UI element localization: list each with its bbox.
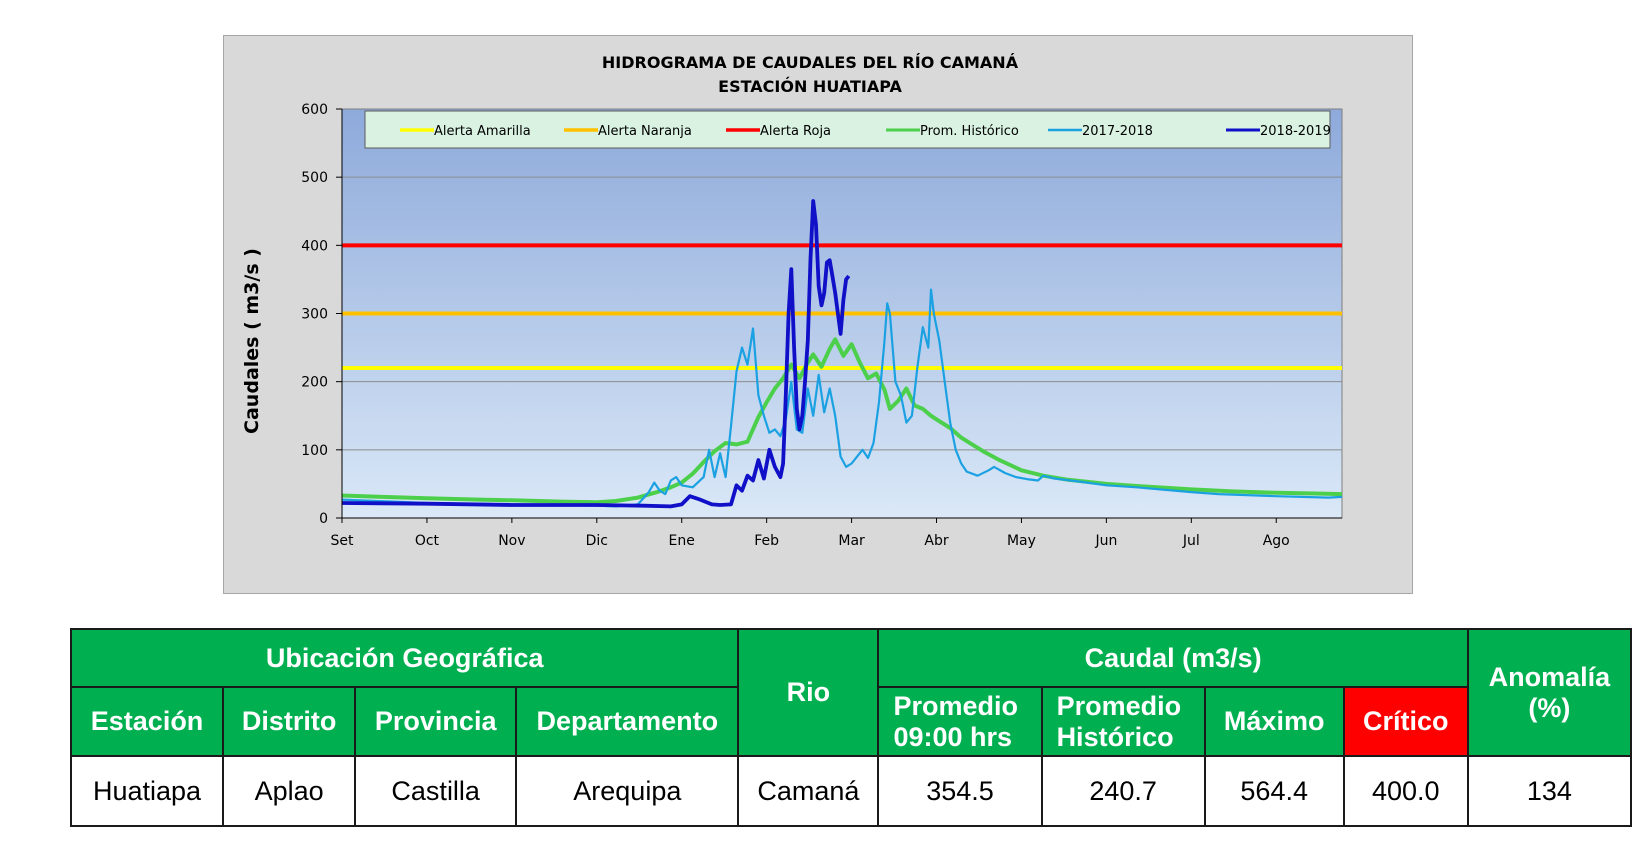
col-historico: Promedio Histórico bbox=[1040, 686, 1206, 757]
cell-anomalia: 134 bbox=[1466, 755, 1633, 827]
col-promedio-line1: Promedio bbox=[893, 690, 1018, 721]
col-promedio-line2: 09:00 hrs bbox=[893, 721, 1013, 752]
chart-title-line1: HIDROGRAMA DE CAUDALES DEL RÍO CAMANÁ bbox=[602, 53, 1019, 72]
y-tick-label: 400 bbox=[301, 238, 328, 254]
ubicacion-header: Ubicación Geográfica bbox=[69, 628, 740, 688]
legend-label: 2017-2018 bbox=[1082, 124, 1153, 139]
y-tick-label: 300 bbox=[301, 307, 328, 323]
y-tick-label: 500 bbox=[301, 170, 328, 186]
rio-header: Rio bbox=[737, 628, 880, 757]
chart-panel: HIDROGRAMA DE CAUDALES DEL RÍO CAMANÁ ES… bbox=[223, 35, 1413, 594]
x-tick-label: Nov bbox=[498, 533, 525, 549]
caudal-header: Caudal (m3/s) bbox=[877, 628, 1469, 688]
cell-estacion: Huatiapa bbox=[69, 755, 225, 827]
col-distrito: Distrito bbox=[222, 686, 357, 757]
legend-label: Prom. Histórico bbox=[920, 124, 1019, 139]
x-tick-label: Mar bbox=[838, 533, 865, 549]
col-historico-line2: Histórico bbox=[1056, 721, 1174, 752]
serie-2018-2019-line bbox=[341, 199, 851, 509]
legend-label: 2018-2019 bbox=[1260, 124, 1331, 139]
col-promedio: Promedio 09:00 hrs bbox=[877, 686, 1043, 757]
anomalia-header: Anomalía (%) bbox=[1466, 628, 1633, 757]
legend: Alerta Amarilla Alerta Naranja Alerta Roja… bbox=[364, 110, 1331, 149]
y-axis-label: Caudales ( m3/s ) bbox=[241, 248, 263, 434]
y-tick-label: 200 bbox=[301, 375, 328, 391]
data-series bbox=[341, 199, 1343, 509]
x-tick-label: Abr bbox=[924, 533, 948, 549]
x-tick-label: Oct bbox=[415, 533, 440, 549]
cell-maximo: 564.4 bbox=[1203, 755, 1345, 827]
col-historico-line1: Promedio bbox=[1056, 690, 1182, 721]
y-tick-label: 600 bbox=[301, 102, 328, 118]
hydrograph-chart: HIDROGRAMA DE CAUDALES DEL RÍO CAMANÁ ES… bbox=[241, 53, 1343, 549]
x-tick-label: Feb bbox=[754, 533, 779, 549]
legend-label: Alerta Amarilla bbox=[434, 124, 531, 139]
col-provincia: Provincia bbox=[354, 686, 518, 757]
y-tick-label: 100 bbox=[301, 443, 328, 459]
x-tick-label: Dic bbox=[586, 533, 608, 549]
legend-label: Alerta Naranja bbox=[598, 124, 692, 139]
col-maximo: Máximo bbox=[1203, 686, 1345, 757]
col-estacion: Estación bbox=[69, 686, 225, 757]
axes: 0 100 200 300 400 500 600 Set Oct Nov Dic Ene Feb Mar… bbox=[301, 102, 1342, 549]
x-tick-label: Ene bbox=[669, 533, 695, 549]
cell-provincia: Castilla bbox=[354, 755, 518, 827]
col-departamento: Departamento bbox=[515, 686, 740, 757]
cell-critico: 400.0 bbox=[1342, 755, 1469, 827]
legend-box bbox=[364, 110, 1331, 149]
x-tick-label: Jul bbox=[1182, 533, 1200, 549]
y-tick-label: 0 bbox=[319, 511, 328, 527]
station-info-table: Ubicación Geográfica Rio Caudal (m3/s) A… bbox=[69, 628, 1633, 827]
table-row: Huatiapa Aplao Castilla Arequipa Camaná … bbox=[69, 755, 1633, 827]
x-tick-label: Ago bbox=[1263, 533, 1290, 549]
cell-promedio: 354.5 bbox=[877, 755, 1043, 827]
cell-distrito: Aplao bbox=[222, 755, 357, 827]
anomalia-header-line2: (%) bbox=[1528, 692, 1571, 723]
prom-historico-line bbox=[341, 337, 1343, 505]
x-tick-label: Jun bbox=[1094, 533, 1117, 549]
x-tick-label: Set bbox=[331, 533, 355, 549]
col-critico: Crítico bbox=[1342, 686, 1469, 757]
chart-title-line2: ESTACIÓN HUATIAPA bbox=[718, 77, 902, 96]
cell-historico: 240.7 bbox=[1040, 755, 1206, 827]
cell-departamento: Arequipa bbox=[515, 755, 740, 827]
serie-2017-2018-line bbox=[341, 288, 1343, 508]
cell-rio: Camaná bbox=[737, 755, 880, 827]
anomalia-header-line1: Anomalía bbox=[1488, 661, 1611, 692]
legend-label: Alerta Roja bbox=[760, 124, 831, 139]
x-tick-label: May bbox=[1007, 533, 1036, 549]
